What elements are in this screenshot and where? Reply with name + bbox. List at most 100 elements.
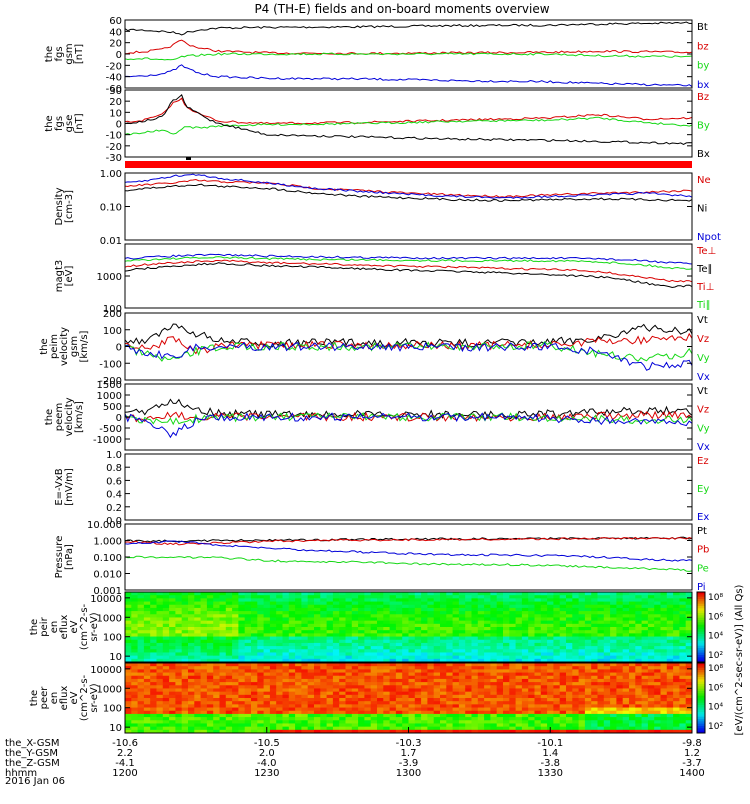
spectrogram-cell xyxy=(320,710,327,715)
spectrogram-cell xyxy=(364,595,372,599)
spectrogram-cell xyxy=(282,663,290,667)
spectrogram-cell xyxy=(584,688,592,693)
spectrogram-cell xyxy=(345,672,353,677)
spectrogram-cell xyxy=(162,682,170,686)
spectrogram-cell xyxy=(194,726,201,731)
spectrogram-cell xyxy=(238,672,246,677)
spectrogram-cell xyxy=(269,710,277,715)
spectrogram-cell xyxy=(206,649,214,653)
spectrogram-cell xyxy=(440,675,447,680)
spectrogram-cell xyxy=(402,655,409,660)
spectrogram-cell xyxy=(679,595,687,599)
spectrogram-cell xyxy=(395,691,403,696)
spectrogram-cell xyxy=(421,704,428,708)
spectrogram-cell xyxy=(503,607,510,612)
spectrogram-cell xyxy=(364,620,372,625)
spectrogram-cell xyxy=(509,698,516,702)
spectrogram-cell xyxy=(143,646,151,650)
spectrogram-cell xyxy=(307,691,315,696)
spectrogram-cell xyxy=(263,698,271,702)
spectrogram-cell xyxy=(351,636,359,641)
spectrogram-cell xyxy=(395,672,403,677)
spectrogram-cell xyxy=(685,620,693,625)
spectrogram-cell xyxy=(131,627,138,631)
spectrogram-cell xyxy=(225,611,233,615)
spectrogram-cell xyxy=(395,663,403,667)
spectrogram-cell xyxy=(225,717,233,721)
spectrogram-cell xyxy=(358,691,365,696)
spectrogram-cell xyxy=(414,617,422,622)
spectrogram-cell xyxy=(679,694,687,699)
spectrogram-cell xyxy=(540,655,548,660)
spectrogram-cell xyxy=(452,672,460,677)
spectrogram-cell xyxy=(673,604,680,609)
spectrogram-cell xyxy=(647,611,655,615)
spectrogram-cell xyxy=(610,595,617,599)
spectrogram-cell xyxy=(143,607,151,612)
spectrogram-cell xyxy=(370,595,378,599)
spectrogram-cell xyxy=(635,704,642,708)
spectrogram-cell xyxy=(332,614,340,618)
spectrogram-cell xyxy=(660,646,668,650)
spectrogram-cell xyxy=(433,672,441,677)
spectrogram-cell xyxy=(578,607,586,612)
spectrogram-cell xyxy=(521,713,529,718)
spectrogram-cell xyxy=(175,655,183,660)
spectrogram-cell xyxy=(666,720,674,724)
spectrogram-cell xyxy=(534,704,542,708)
spectrogram-cell xyxy=(188,675,195,680)
y-axis-label: Pressure xyxy=(54,536,65,579)
spectrogram-cell xyxy=(547,678,554,683)
spectrogram-cell xyxy=(314,655,321,660)
spectrogram-cell xyxy=(622,726,630,731)
spectrogram-cell xyxy=(402,675,409,680)
spectrogram-cell xyxy=(131,614,138,618)
spectrogram-cell xyxy=(660,617,668,622)
spectrogram-cells-peer-spectrogram xyxy=(125,663,693,734)
spectrogram-cell xyxy=(383,623,390,628)
spectrogram-cell xyxy=(440,627,447,631)
spectrogram-cell xyxy=(591,592,598,596)
spectrogram-cell xyxy=(629,717,636,721)
spectrogram-cell xyxy=(320,592,327,596)
spectrogram-cell xyxy=(320,614,327,618)
spectrogram-cell xyxy=(414,649,422,653)
spectrogram-cell xyxy=(383,652,390,657)
spectrogram-cell xyxy=(666,636,674,641)
spectrogram-cell xyxy=(484,642,491,647)
spectrogram-cell xyxy=(610,627,617,631)
colorbar-swatch xyxy=(697,648,705,651)
spectrogram-cell xyxy=(547,607,554,612)
spectrogram-cell xyxy=(433,620,441,625)
spectrogram-cell xyxy=(635,726,642,731)
spectrogram-cell xyxy=(477,685,485,689)
spectrogram-cell xyxy=(440,633,447,637)
spectrogram-cell xyxy=(282,710,290,715)
spectrogram-cell xyxy=(320,663,327,667)
spectrogram-cell xyxy=(269,636,277,641)
spectrogram-cell xyxy=(175,620,183,625)
spectrogram-cell xyxy=(540,630,548,634)
spectrogram-cell xyxy=(553,592,561,596)
spectrogram-cell xyxy=(175,592,183,596)
spectrogram-cell xyxy=(666,649,674,653)
spectrogram-cell xyxy=(421,675,428,680)
spectrogram-cell xyxy=(169,595,176,599)
spectrogram-cell xyxy=(465,720,472,724)
spectrogram-cell xyxy=(383,669,390,673)
spectrogram-cell xyxy=(635,666,642,670)
spectrogram-cell xyxy=(629,685,636,689)
spectrogram-cell xyxy=(446,682,453,686)
spectrogram-cell xyxy=(635,710,642,715)
spectrogram-cell xyxy=(288,658,296,663)
spectrogram-cell xyxy=(263,592,271,596)
spectrogram-cell xyxy=(484,710,491,715)
spectrogram-cell xyxy=(521,729,529,734)
spectrogram-cell xyxy=(143,598,151,602)
spectrogram-cell xyxy=(458,717,466,721)
spectrogram-cell xyxy=(219,658,227,663)
spectrogram-cell xyxy=(131,639,138,644)
spectrogram-cell xyxy=(610,633,617,637)
colorbar-tick-label: 10⁴ xyxy=(708,632,723,642)
spectrogram-cell xyxy=(584,694,592,699)
